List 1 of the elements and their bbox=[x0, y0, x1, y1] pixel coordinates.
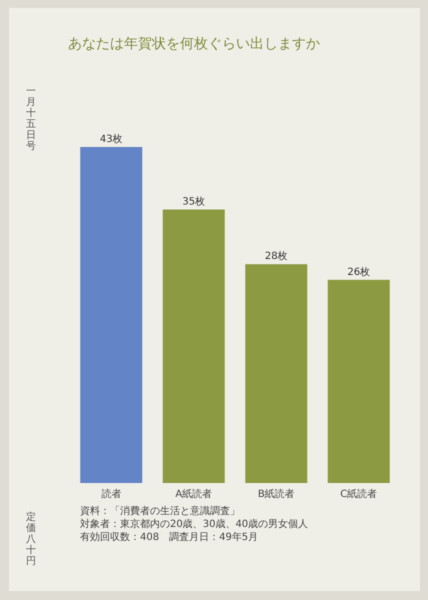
title: あなたは年賀状を何枚ぐらい出しますか bbox=[68, 36, 320, 52]
